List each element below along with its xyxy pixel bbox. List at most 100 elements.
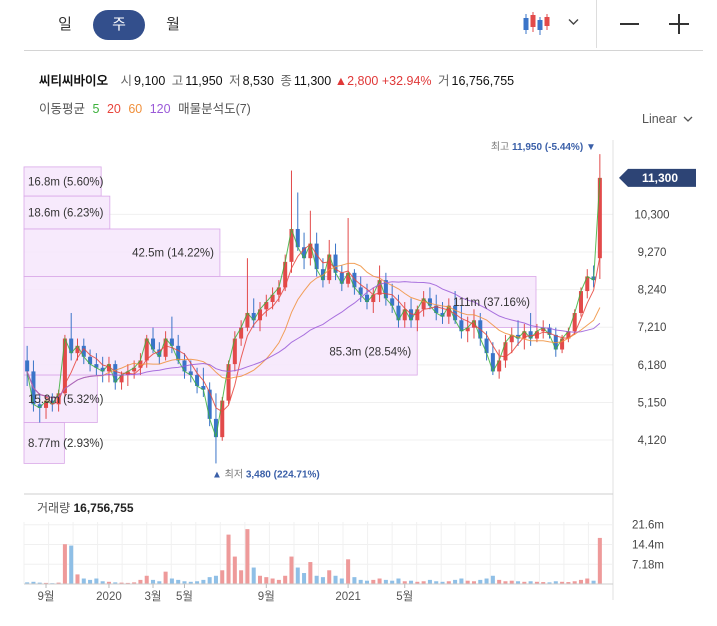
volume-bar	[62, 544, 67, 584]
open-value: 9,100	[134, 74, 166, 88]
candle-body	[364, 294, 370, 303]
tab-week[interactable]: 주	[93, 10, 145, 40]
candle-body	[226, 364, 231, 401]
tab-month[interactable]: 월	[166, 16, 180, 33]
ma-120-toggle[interactable]: 120	[149, 102, 171, 116]
top-toolbar: 일 주 월	[0, 0, 717, 51]
candle-body	[69, 338, 74, 354]
volume-bar	[534, 581, 539, 584]
moving-average-line-20	[26, 243, 601, 413]
candle-body	[465, 327, 470, 332]
ma-5-toggle[interactable]: 5	[92, 102, 100, 116]
candle-body	[106, 364, 111, 372]
volume-bar	[320, 577, 325, 584]
candle-body	[402, 309, 407, 321]
volume-bar	[44, 582, 49, 584]
volume-axis-label: 7.18m	[632, 559, 664, 571]
candle-body	[371, 294, 376, 303]
volume-bar	[503, 581, 508, 584]
scale-dropdown[interactable]: Linear	[642, 112, 693, 126]
candle-body	[264, 302, 269, 310]
volume-profile-bar	[23, 195, 111, 230]
zoom-in-button[interactable]	[669, 14, 689, 34]
volume-profile-toggle[interactable]: 매물분석도(7)	[178, 102, 251, 116]
volume-bar	[25, 582, 30, 584]
candle-body	[245, 312, 250, 328]
candle-body	[522, 331, 527, 339]
candle-body	[220, 400, 225, 438]
candle-body	[566, 331, 571, 339]
candle-body	[396, 305, 401, 321]
price-axis-label: 7,210	[638, 322, 667, 334]
candle-body	[75, 345, 80, 354]
volume-bar	[553, 581, 558, 584]
volume-bar	[56, 582, 61, 584]
candle-body	[390, 298, 395, 306]
volume-bar	[427, 579, 432, 584]
ma-20-toggle[interactable]: 20	[106, 102, 121, 116]
chart-type-candle-icon[interactable]	[522, 11, 550, 37]
volume-bar	[163, 571, 168, 584]
volume-bar	[144, 575, 149, 584]
volume-bar	[100, 581, 105, 584]
candle-body	[25, 360, 30, 372]
chart-type-chevron-down-icon[interactable]	[568, 14, 579, 29]
x-axis-label: 9월	[258, 590, 275, 603]
candle-body	[560, 338, 565, 350]
zoom-out-button[interactable]	[620, 23, 639, 25]
candle-body	[541, 327, 546, 332]
x-axis-label: 5월	[176, 590, 193, 603]
candle-body	[169, 338, 174, 346]
volume-bar	[597, 537, 602, 584]
volume-bar	[226, 534, 231, 584]
down-triangle-icon: ▼	[586, 142, 596, 153]
candle-body	[585, 276, 590, 292]
tab-day[interactable]: 일	[58, 16, 72, 33]
volume-bar	[465, 580, 470, 584]
candle-body	[308, 243, 313, 259]
price-axis-label: 5,150	[638, 397, 667, 409]
volume-bar	[591, 580, 596, 584]
volume-bar	[232, 556, 237, 584]
x-axis-label: 9월	[38, 590, 55, 603]
ma-60-toggle[interactable]: 60	[128, 102, 143, 116]
candle-body	[572, 312, 577, 332]
volume-axis-label: 14.4m	[632, 539, 664, 551]
volume-bar	[207, 577, 212, 584]
volume-bar	[169, 578, 174, 584]
volume-bar	[522, 581, 527, 584]
volume-bar	[459, 578, 464, 584]
volume-bar	[390, 580, 395, 584]
volume-bar	[327, 570, 332, 584]
candle-body	[239, 327, 244, 339]
low-label: 저	[229, 74, 241, 88]
candle-body	[213, 418, 218, 438]
candle-body	[377, 280, 382, 295]
volume-bar	[352, 577, 357, 584]
volume-panel-title: 거래량 16,756,755	[37, 501, 134, 515]
candle-body	[138, 360, 143, 368]
volume-bar	[314, 575, 319, 584]
volume-profile-label: 18.6m (6.23%)	[28, 208, 104, 220]
volume-bar	[346, 559, 351, 584]
volume-bar	[94, 578, 99, 584]
candle-body	[427, 298, 432, 306]
volume-bar	[295, 567, 300, 584]
volume-bar	[339, 578, 344, 584]
candle-body	[232, 338, 237, 365]
candle-body	[188, 371, 193, 376]
price-axis-label: 4,120	[638, 435, 667, 447]
volume-bar	[364, 580, 370, 584]
volume-label: 거	[438, 74, 450, 88]
volume-bar	[566, 582, 571, 584]
candle-body	[37, 404, 42, 408]
last-price-label: 11,300	[642, 171, 678, 185]
price-axis-label: 6,180	[638, 360, 667, 372]
candle-body	[44, 400, 49, 408]
candle-body	[314, 243, 319, 270]
volume-profile-label: 85.3m (28.54%)	[329, 346, 411, 358]
volume-profile-label: 16.8m (5.60%)	[28, 177, 104, 189]
candle-body	[327, 254, 332, 281]
x-axis-label: 5월	[396, 590, 413, 603]
